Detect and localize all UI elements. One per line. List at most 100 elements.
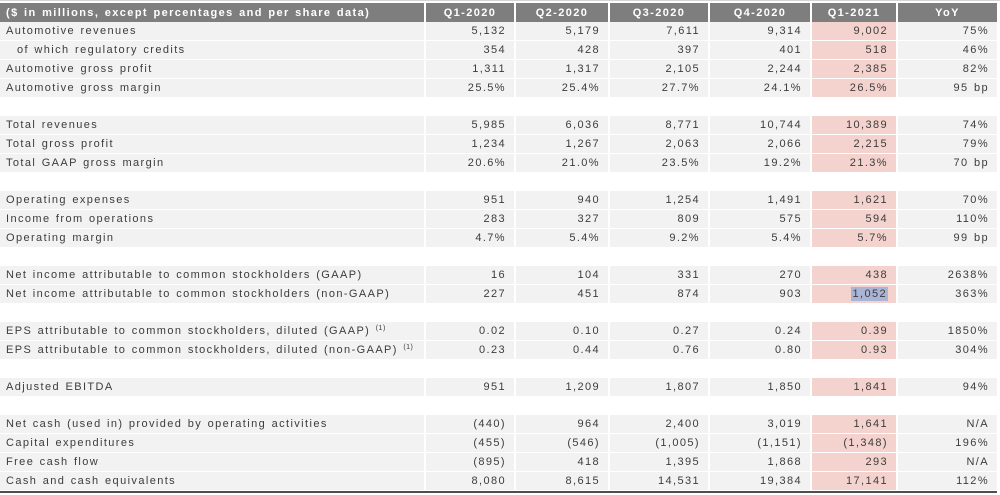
cell-q2-2020[interactable]: 327 xyxy=(516,210,610,229)
cell-q1-2021[interactable]: 10,389 xyxy=(812,116,898,135)
selected-text[interactable]: 1,052 xyxy=(851,287,888,301)
cell-yoy[interactable]: 304% xyxy=(898,341,997,360)
cell-q1-2020[interactable]: 951 xyxy=(426,378,516,397)
cell-q1-2021[interactable]: (1,348) xyxy=(812,434,898,453)
cell-q3-2020[interactable]: 8,771 xyxy=(610,116,710,135)
cell-q4-2020[interactable]: 19.2% xyxy=(710,154,812,173)
cell-q2-2020[interactable]: 451 xyxy=(516,285,610,304)
cell-q4-2020[interactable]: 3,019 xyxy=(710,415,812,434)
cell-q1-2020[interactable]: 1,311 xyxy=(426,60,516,79)
row-label[interactable]: Cash and cash equivalents xyxy=(0,472,426,491)
row-label[interactable]: Net income attributable to common stockh… xyxy=(0,266,426,285)
cell-q1-2021[interactable]: 21.3% xyxy=(812,154,898,173)
row-label[interactable]: Automotive gross margin xyxy=(0,79,426,98)
cell-q2-2020[interactable]: 1,209 xyxy=(516,378,610,397)
row-label[interactable]: Operating expenses xyxy=(0,191,426,210)
row-label[interactable]: of which regulatory credits xyxy=(0,41,426,60)
cell-yoy[interactable]: 112% xyxy=(898,472,997,491)
cell-q2-2020[interactable]: 940 xyxy=(516,191,610,210)
cell-q1-2021[interactable]: 1,641 xyxy=(812,415,898,434)
cell-q1-2021[interactable]: 1,621 xyxy=(812,191,898,210)
cell-q3-2020[interactable]: 2,063 xyxy=(610,135,710,154)
cell-q4-2020[interactable]: 2,244 xyxy=(710,60,812,79)
cell-q4-2020[interactable]: 575 xyxy=(710,210,812,229)
cell-q2-2020[interactable]: 1,267 xyxy=(516,135,610,154)
cell-q1-2021[interactable]: 9,002 xyxy=(812,22,898,41)
cell-q1-2021[interactable]: 438 xyxy=(812,266,898,285)
cell-q3-2020[interactable]: (1,005) xyxy=(610,434,710,453)
cell-q1-2021[interactable]: 2,215 xyxy=(812,135,898,154)
cell-yoy[interactable]: N/A xyxy=(898,453,997,472)
cell-q2-2020[interactable]: 104 xyxy=(516,266,610,285)
row-label[interactable]: Capital expenditures xyxy=(0,434,426,453)
cell-q4-2020[interactable]: 0.24 xyxy=(710,322,812,341)
cell-yoy[interactable]: 70% xyxy=(898,191,997,210)
cell-q3-2020[interactable]: 1,807 xyxy=(610,378,710,397)
cell-q1-2021[interactable]: 0.39 xyxy=(812,322,898,341)
cell-q1-2020[interactable]: (440) xyxy=(426,415,516,434)
cell-yoy[interactable]: 94% xyxy=(898,378,997,397)
cell-q2-2020[interactable]: 5,179 xyxy=(516,22,610,41)
cell-q1-2020[interactable]: 1,234 xyxy=(426,135,516,154)
cell-q4-2020[interactable]: 1,850 xyxy=(710,378,812,397)
cell-q4-2020[interactable]: 903 xyxy=(710,285,812,304)
unit-label-header[interactable]: ($ in millions, except percentages and p… xyxy=(0,3,426,22)
cell-q3-2020[interactable]: 27.7% xyxy=(610,79,710,98)
cell-yoy[interactable]: 74% xyxy=(898,116,997,135)
cell-q3-2020[interactable]: 1,395 xyxy=(610,453,710,472)
cell-q1-2020[interactable]: 20.6% xyxy=(426,154,516,173)
cell-q1-2021[interactable]: 17,141 xyxy=(812,472,898,491)
cell-q1-2020[interactable]: 951 xyxy=(426,191,516,210)
cell-q2-2020[interactable]: 25.4% xyxy=(516,79,610,98)
row-label[interactable]: Operating margin xyxy=(0,229,426,248)
cell-yoy[interactable]: 70 bp xyxy=(898,154,997,173)
cell-yoy[interactable]: 2638% xyxy=(898,266,997,285)
cell-q2-2020[interactable]: 428 xyxy=(516,41,610,60)
row-label[interactable]: Adjusted EBITDA xyxy=(0,378,426,397)
column-header-q1-2021[interactable]: Q1-2021 xyxy=(812,3,898,22)
cell-q1-2020[interactable]: 16 xyxy=(426,266,516,285)
cell-q1-2020[interactable]: 0.23 xyxy=(426,341,516,360)
cell-yoy[interactable]: N/A xyxy=(898,415,997,434)
cell-yoy[interactable]: 75% xyxy=(898,22,997,41)
cell-yoy[interactable]: 82% xyxy=(898,60,997,79)
cell-q2-2020[interactable]: (546) xyxy=(516,434,610,453)
cell-q1-2020[interactable]: 5,985 xyxy=(426,116,516,135)
cell-q1-2021[interactable]: 594 xyxy=(812,210,898,229)
cell-q3-2020[interactable]: 2,105 xyxy=(610,60,710,79)
cell-q1-2020[interactable]: 8,080 xyxy=(426,472,516,491)
row-label[interactable]: Net cash (used in) provided by operating… xyxy=(0,415,426,434)
cell-q3-2020[interactable]: 9.2% xyxy=(610,229,710,248)
row-label[interactable]: Free cash flow xyxy=(0,453,426,472)
cell-yoy[interactable]: 79% xyxy=(898,135,997,154)
cell-q1-2020[interactable]: 227 xyxy=(426,285,516,304)
row-label[interactable]: EPS attributable to common stockholders,… xyxy=(0,322,426,341)
cell-q1-2021[interactable]: 2,385 xyxy=(812,60,898,79)
cell-q3-2020[interactable]: 331 xyxy=(610,266,710,285)
cell-yoy[interactable]: 46% xyxy=(898,41,997,60)
cell-q1-2020[interactable]: 25.5% xyxy=(426,79,516,98)
cell-yoy[interactable]: 99 bp xyxy=(898,229,997,248)
cell-q2-2020[interactable]: 0.44 xyxy=(516,341,610,360)
cell-q4-2020[interactable]: 19,384 xyxy=(710,472,812,491)
cell-q4-2020[interactable]: 270 xyxy=(710,266,812,285)
cell-q4-2020[interactable]: 9,314 xyxy=(710,22,812,41)
cell-q1-2021[interactable]: 5.7% xyxy=(812,229,898,248)
row-label[interactable]: Automotive revenues xyxy=(0,22,426,41)
row-label[interactable]: EPS attributable to common stockholders,… xyxy=(0,341,426,360)
cell-q3-2020[interactable]: 809 xyxy=(610,210,710,229)
cell-q4-2020[interactable]: 401 xyxy=(710,41,812,60)
cell-q4-2020[interactable]: 5.4% xyxy=(710,229,812,248)
cell-q2-2020[interactable]: 21.0% xyxy=(516,154,610,173)
cell-q4-2020[interactable]: 1,868 xyxy=(710,453,812,472)
cell-q4-2020[interactable]: 1,491 xyxy=(710,191,812,210)
row-label[interactable]: Total GAAP gross margin xyxy=(0,154,426,173)
cell-q1-2020[interactable]: (895) xyxy=(426,453,516,472)
column-header-q4-2020[interactable]: Q4-2020 xyxy=(710,3,812,22)
row-label[interactable]: Total gross profit xyxy=(0,135,426,154)
cell-yoy[interactable]: 95 bp xyxy=(898,79,997,98)
cell-q4-2020[interactable]: 0.80 xyxy=(710,341,812,360)
column-header-yoy[interactable]: YoY xyxy=(898,3,997,22)
cell-q1-2020[interactable]: 4.7% xyxy=(426,229,516,248)
column-header-q1-2020[interactable]: Q1-2020 xyxy=(426,3,516,22)
